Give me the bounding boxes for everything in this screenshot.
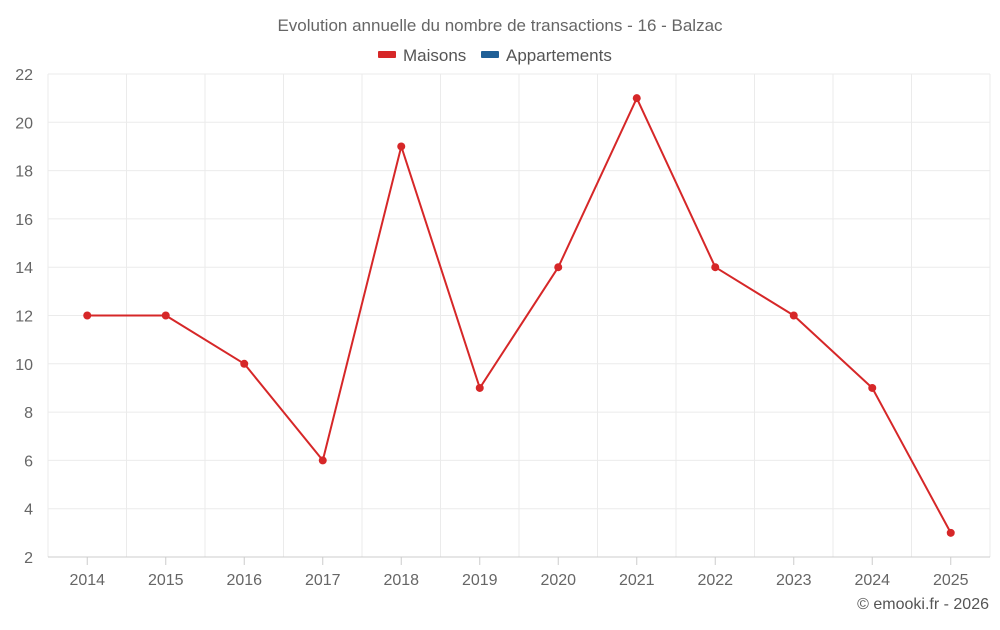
legend-swatch-maisons bbox=[378, 51, 396, 58]
credit-text: © emooki.fr - 2026 bbox=[857, 596, 989, 613]
y-axis-ticks: 2 4 6 8 10 12 14 16 18 20 22 bbox=[15, 67, 33, 567]
x-tick-label: 2016 bbox=[226, 572, 262, 589]
data-point-maisons[interactable] bbox=[632, 94, 641, 103]
axes bbox=[48, 556, 990, 565]
x-tick-label: 2017 bbox=[305, 572, 341, 589]
y-tick-label: 2 bbox=[24, 550, 33, 567]
y-tick-label: 8 bbox=[24, 405, 33, 422]
y-tick-label: 10 bbox=[15, 357, 33, 374]
legend-swatch-appartements bbox=[481, 51, 499, 58]
y-tick-label: 14 bbox=[15, 260, 33, 277]
series-line-maisons bbox=[87, 97, 952, 534]
x-tick-label: 2018 bbox=[383, 572, 419, 589]
series bbox=[83, 94, 955, 537]
chart-title: Evolution annuelle du nombre de transact… bbox=[277, 16, 723, 35]
data-point-maisons[interactable] bbox=[397, 142, 406, 151]
legend-item-maisons[interactable]: Maisons bbox=[378, 46, 466, 65]
legend-label-appartements: Appartements bbox=[506, 46, 612, 65]
y-tick-label: 20 bbox=[15, 115, 33, 132]
x-tick-label: 2015 bbox=[148, 572, 184, 589]
legend-item-appartements[interactable]: Appartements bbox=[481, 46, 612, 65]
x-tick-label: 2023 bbox=[776, 572, 812, 589]
x-tick-label: 2014 bbox=[69, 572, 105, 589]
y-tick-label: 6 bbox=[24, 453, 33, 470]
y-tick-label: 22 bbox=[15, 67, 33, 84]
x-axis-ticks: 2014 2015 2016 2017 2018 2019 2020 2021 2022 2023… bbox=[69, 572, 968, 589]
data-point-maisons[interactable] bbox=[554, 263, 563, 272]
x-tick-label: 2024 bbox=[854, 572, 890, 589]
data-point-maisons[interactable] bbox=[83, 311, 92, 320]
data-point-maisons[interactable] bbox=[240, 359, 249, 368]
x-tick-label: 2025 bbox=[933, 572, 969, 589]
legend-label-maisons: Maisons bbox=[403, 46, 466, 65]
y-tick-label: 16 bbox=[15, 212, 33, 229]
data-point-maisons[interactable] bbox=[318, 456, 327, 465]
x-tick-label: 2022 bbox=[697, 572, 733, 589]
legend: Maisons Appartements bbox=[378, 46, 612, 65]
data-point-maisons[interactable] bbox=[475, 383, 484, 392]
data-point-maisons[interactable] bbox=[946, 528, 955, 537]
data-point-maisons[interactable] bbox=[868, 383, 877, 392]
grid bbox=[47, 73, 991, 558]
y-tick-label: 12 bbox=[15, 309, 33, 326]
data-point-maisons[interactable] bbox=[711, 263, 720, 272]
data-point-maisons[interactable] bbox=[161, 311, 170, 320]
x-tick-label: 2019 bbox=[462, 572, 498, 589]
y-tick-label: 18 bbox=[15, 164, 33, 181]
y-tick-label: 4 bbox=[24, 502, 33, 519]
data-point-maisons[interactable] bbox=[789, 311, 798, 320]
x-tick-label: 2020 bbox=[540, 572, 576, 589]
x-tick-label: 2021 bbox=[619, 572, 655, 589]
